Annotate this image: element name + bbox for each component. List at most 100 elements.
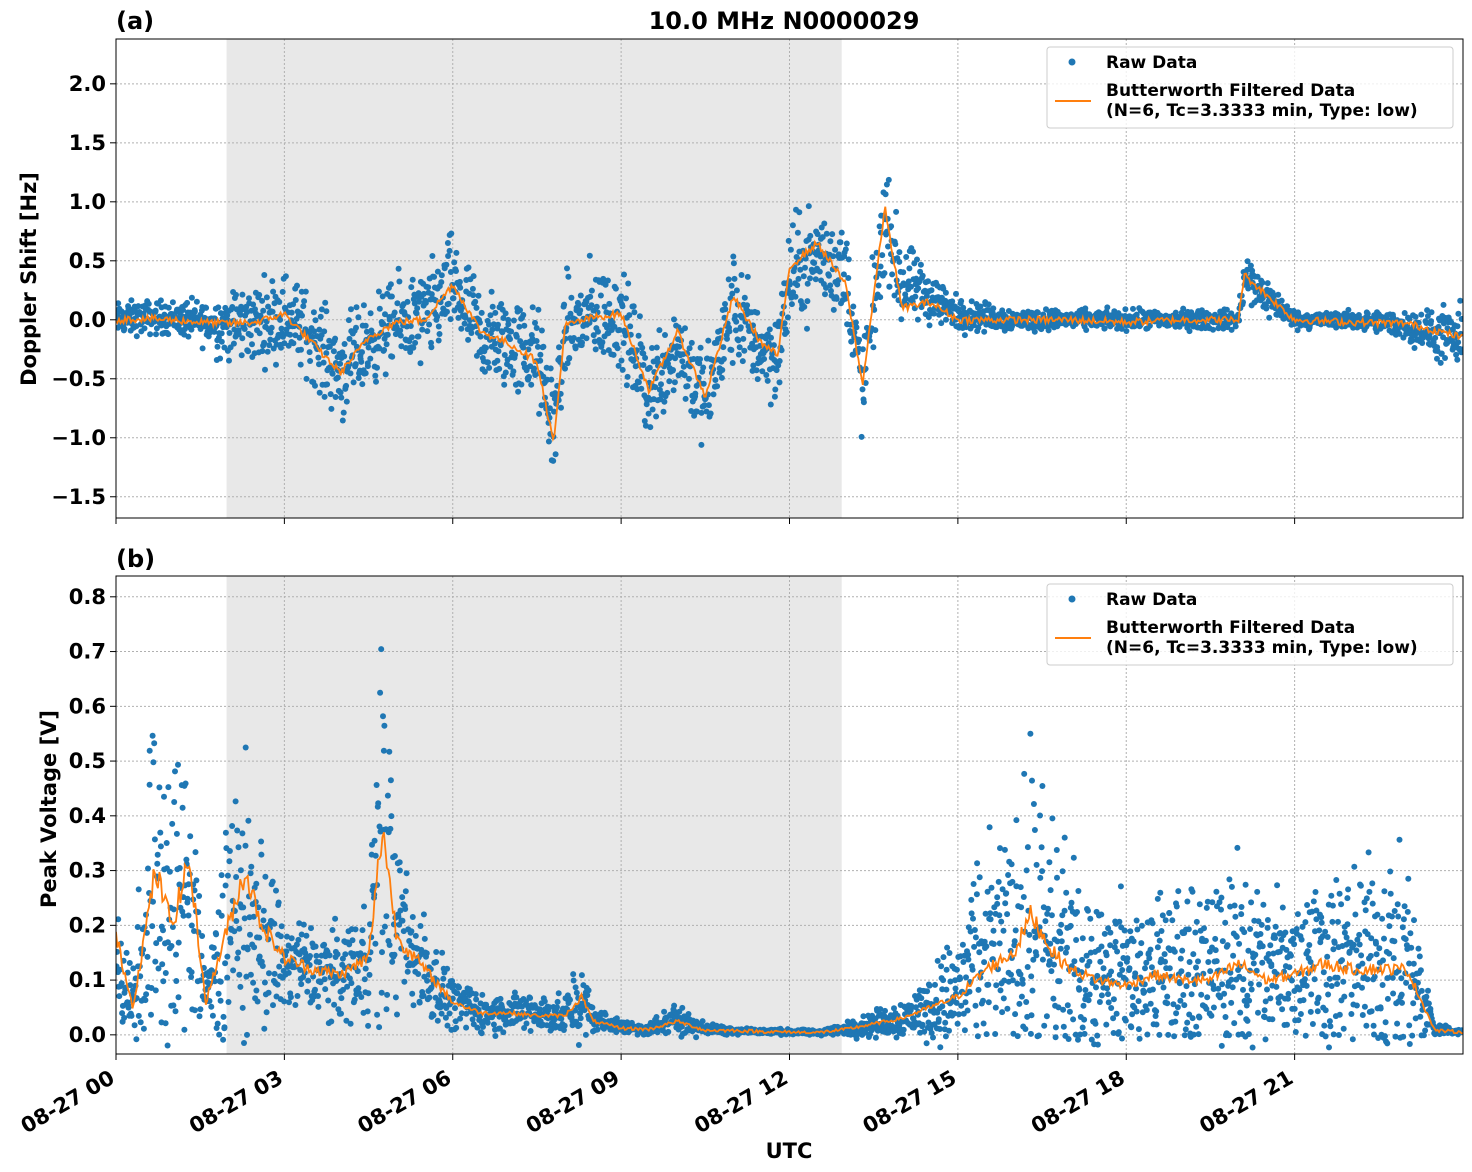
raw-data-point <box>1108 968 1115 975</box>
raw-data-point <box>812 276 819 283</box>
raw-data-point <box>567 996 573 1003</box>
raw-data-point <box>288 309 295 316</box>
raw-data-point <box>1244 258 1251 265</box>
raw-data-point <box>869 254 876 261</box>
raw-data-point <box>169 820 176 827</box>
raw-data-point <box>234 955 241 962</box>
raw-data-point <box>163 840 170 846</box>
panel-a: (a) Doppler Shift [Hz] 2.01.51.00.50.0−0… <box>17 7 1464 524</box>
raw-data-point <box>150 898 156 905</box>
raw-data-point <box>307 953 313 959</box>
raw-data-point <box>397 907 404 914</box>
raw-data-point <box>386 316 393 323</box>
raw-data-point <box>263 294 270 301</box>
raw-data-point <box>282 273 289 280</box>
raw-data-point <box>739 358 746 365</box>
raw-data-point <box>305 977 312 984</box>
raw-data-point <box>419 326 426 333</box>
raw-data-point <box>700 364 707 371</box>
legend-box-a <box>1046 46 1454 129</box>
raw-data-point <box>363 328 370 335</box>
raw-data-point <box>1204 898 1211 905</box>
filtered-data-line <box>116 206 1463 443</box>
raw-data-point <box>1455 339 1462 346</box>
raw-data-point <box>1071 958 1078 965</box>
raw-data-point <box>322 299 329 306</box>
raw-data-point <box>339 417 346 424</box>
raw-data-point <box>234 827 241 834</box>
raw-data-point <box>444 240 451 246</box>
raw-data-point <box>980 1020 987 1027</box>
raw-data-point <box>486 364 493 371</box>
raw-data-point <box>179 804 186 811</box>
raw-data-point <box>1176 980 1183 987</box>
raw-data-point <box>164 939 171 946</box>
raw-data-point <box>698 409 705 416</box>
raw-data-point <box>521 1025 528 1031</box>
raw-data-point <box>1054 938 1061 945</box>
raw-data-point <box>811 260 818 266</box>
raw-data-point <box>958 1002 965 1009</box>
raw-data-point <box>1247 262 1254 269</box>
raw-data-point <box>730 260 737 267</box>
raw-data-point <box>1049 815 1056 822</box>
y-tick-label: 1.0 <box>69 190 106 214</box>
raw-data-point <box>647 424 654 431</box>
raw-data-point <box>438 279 445 286</box>
raw-data-point <box>535 306 542 313</box>
raw-data-point <box>912 293 919 300</box>
raw-data-point <box>1220 1002 1227 1009</box>
raw-data-point <box>1046 958 1053 965</box>
raw-data-point <box>260 917 267 924</box>
raw-data-point <box>1124 955 1131 962</box>
raw-data-point <box>1294 911 1301 918</box>
raw-data-point <box>475 292 482 299</box>
raw-data-point <box>1107 942 1114 949</box>
raw-data-point <box>1127 928 1134 935</box>
raw-data-point <box>582 1031 589 1038</box>
raw-data-point <box>352 926 359 933</box>
raw-data-point <box>368 327 375 334</box>
raw-data-point <box>226 330 233 336</box>
raw-data-point <box>1222 919 1229 926</box>
raw-data-point <box>312 943 319 950</box>
raw-data-point <box>331 1001 338 1008</box>
raw-data-point <box>1002 900 1009 907</box>
raw-data-point <box>334 374 341 381</box>
raw-data-point <box>942 289 949 296</box>
raw-data-point <box>180 912 187 919</box>
raw-data-point <box>332 394 339 400</box>
raw-data-point <box>1261 1014 1268 1021</box>
raw-data-point <box>931 310 937 317</box>
raw-data-point <box>621 271 627 278</box>
raw-data-point <box>256 291 263 298</box>
raw-data-point <box>996 940 1003 947</box>
raw-data-point <box>315 354 322 361</box>
raw-data-point <box>980 997 986 1004</box>
raw-data-point <box>783 329 790 336</box>
raw-data-point <box>500 1029 507 1036</box>
raw-data-point <box>188 326 195 333</box>
raw-data-point <box>995 878 1002 885</box>
raw-data-point <box>396 278 403 285</box>
raw-data-point <box>1181 1002 1188 1009</box>
raw-data-point <box>686 345 693 352</box>
raw-data-point <box>928 287 935 294</box>
raw-data-point <box>1144 1031 1151 1038</box>
raw-data-point <box>1029 987 1036 994</box>
raw-data-point <box>173 951 179 958</box>
raw-data-point <box>1218 1042 1225 1049</box>
raw-data-point <box>1217 994 1224 1001</box>
raw-data-point <box>722 306 729 313</box>
raw-data-point <box>420 992 427 999</box>
raw-data-point <box>968 298 975 305</box>
raw-data-point <box>992 1004 999 1011</box>
raw-data-point <box>230 967 237 974</box>
raw-data-point <box>364 363 371 370</box>
raw-data-point <box>483 344 489 351</box>
raw-data-point <box>240 904 247 911</box>
raw-data-point <box>1156 937 1163 944</box>
raw-data-point <box>130 987 136 994</box>
raw-data-point <box>724 335 730 342</box>
raw-data-point <box>693 1034 700 1041</box>
